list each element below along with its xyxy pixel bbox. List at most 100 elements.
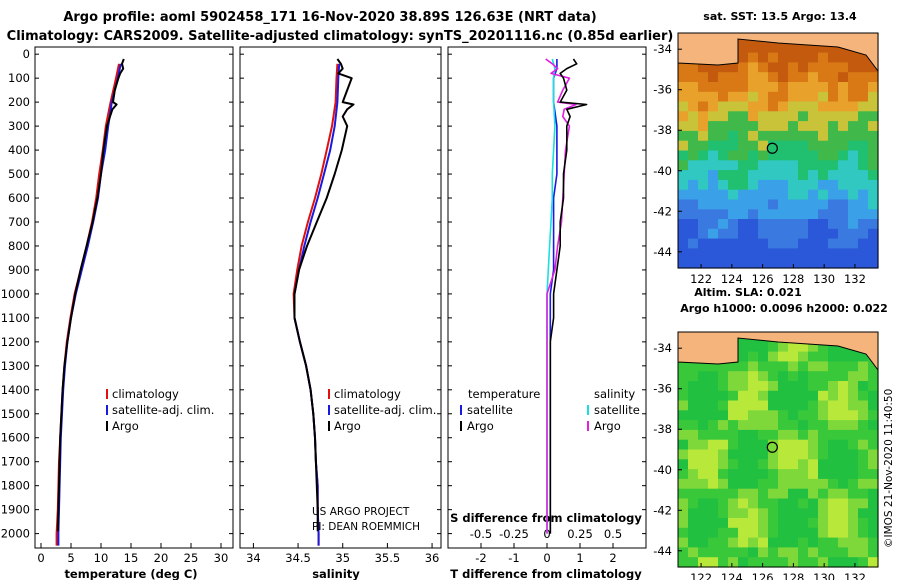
map-cell: [798, 527, 809, 539]
map-cell: [778, 72, 789, 83]
map-cell: [768, 140, 779, 152]
map-cell: [808, 478, 819, 490]
map-cell: [818, 420, 829, 431]
map-cell: [808, 420, 819, 431]
map-cell: [788, 527, 799, 539]
map-cell: [868, 527, 879, 539]
map-cell: [848, 527, 859, 539]
map-cell: [858, 498, 869, 509]
map-cell: [768, 429, 779, 441]
map-cell: [798, 179, 809, 191]
map-cell: [688, 160, 699, 171]
map-cell: [818, 371, 829, 382]
map-cell: [838, 160, 849, 171]
map-cell: [788, 238, 799, 249]
map-cell: [798, 361, 809, 372]
map-cell: [738, 547, 749, 558]
map-cell: [758, 361, 769, 372]
map-cell: [838, 199, 849, 210]
map-cell: [748, 488, 759, 500]
map-cell: [788, 498, 799, 509]
map-cell: [818, 150, 829, 161]
map-cell: [698, 518, 709, 529]
map-cell: [688, 101, 699, 112]
map-cell: [848, 547, 859, 558]
map-cell: [678, 248, 689, 259]
map-cell: [868, 199, 879, 210]
map-cell: [868, 459, 879, 470]
map-cell: [708, 111, 719, 122]
map-cell: [758, 170, 769, 181]
legend-label: climatology: [112, 387, 179, 401]
x-tick-label: 0: [37, 551, 44, 565]
map-cell: [848, 179, 859, 191]
map-cell: [838, 72, 849, 83]
map-cell: [858, 150, 869, 161]
map-cell: [748, 390, 759, 402]
map-cell: [808, 410, 819, 421]
map-cell: [798, 537, 809, 548]
map-cell: [818, 508, 829, 519]
map-cell: [758, 199, 769, 210]
map-cell: [808, 62, 819, 73]
map-cell: [868, 91, 879, 103]
map-cell: [728, 258, 739, 269]
map-cell: [778, 410, 789, 421]
map-cell: [778, 238, 789, 249]
map-cell: [748, 469, 759, 480]
map-cell: [678, 160, 689, 171]
map-cell: [738, 537, 749, 548]
map-cell: [708, 410, 719, 421]
map-cell: [698, 160, 709, 171]
depth-tick-label: 300: [8, 119, 30, 133]
map-cell: [808, 341, 819, 353]
map-cell: [838, 258, 849, 269]
map-cell: [688, 381, 699, 392]
map-cell: [868, 160, 879, 171]
map-cell: [728, 140, 739, 152]
map-cell: [838, 248, 849, 259]
map-cell: [678, 170, 689, 181]
map-cell: [798, 189, 809, 201]
map-cell: [848, 518, 859, 529]
depth-tick-label: 500: [8, 167, 30, 181]
map-cell: [748, 62, 759, 73]
map-cell: [748, 228, 759, 240]
map-cell: [808, 189, 819, 201]
map-cell: [848, 469, 859, 480]
map-cell: [778, 557, 789, 568]
map-y-tick-label: -38: [653, 123, 672, 137]
map-cell: [708, 498, 719, 509]
map-cell: [748, 537, 759, 548]
map-cell: [798, 140, 809, 152]
map-cell: [758, 72, 769, 83]
map-cell: [748, 179, 759, 191]
map-cell: [768, 82, 779, 93]
depth-tick-label: 600: [8, 191, 30, 205]
map-cell: [738, 150, 749, 161]
map-cell: [808, 527, 819, 539]
map-y-tick-label: -44: [653, 544, 672, 558]
map-cell: [848, 390, 859, 402]
map-cell: [778, 341, 789, 353]
map-cell: [778, 199, 789, 210]
map-cell: [748, 508, 759, 519]
top-x-tick-label: 0.25: [567, 527, 593, 541]
map-cell: [728, 459, 739, 470]
map-cell: [868, 72, 879, 83]
x-tick-label: 20: [154, 551, 169, 565]
map-cell: [828, 160, 839, 171]
map-cell: [758, 459, 769, 470]
map-cell: [768, 439, 779, 451]
map-cell: [808, 518, 819, 529]
map-cell: [698, 72, 709, 83]
map-cell: [838, 410, 849, 421]
map-cell: [848, 381, 859, 392]
map-cell: [828, 179, 839, 191]
map-cell: [688, 498, 699, 509]
map-cell: [838, 478, 849, 490]
map-cell: [768, 160, 779, 171]
map-cell: [748, 557, 759, 568]
map-cell: [838, 498, 849, 509]
map-cell: [708, 361, 719, 372]
